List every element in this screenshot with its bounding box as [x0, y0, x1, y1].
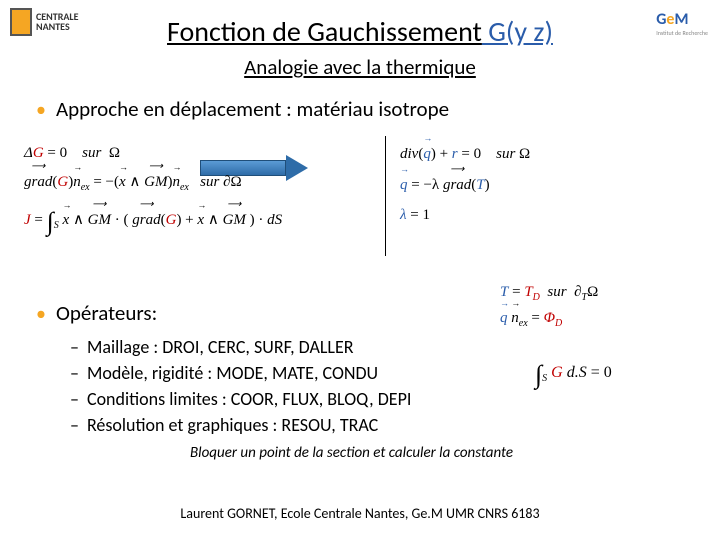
eq-r3: λ = 1 — [400, 201, 700, 230]
op-modele: Modèle, rigidité : MODE, MATE, CONDU — [70, 360, 411, 386]
title-main: Fonction de Gauchissement — [167, 14, 482, 49]
equation-integral: ∫S G d.S = 0 — [535, 360, 612, 390]
equations-bc: T = TD sur ∂TΩ q nex = ΦD — [500, 280, 598, 332]
page-title: Fonction de Gauchissement G(y z) — [0, 14, 720, 49]
note-text: Bloquer un point de la section et calcul… — [190, 444, 513, 462]
bullet-approach: Approche en déplacement : matériau isotr… — [36, 96, 449, 122]
op-maillage: Maillage : DROI, CERC, SURF, DALLER — [70, 334, 411, 360]
title-gz: G(y z) — [482, 14, 553, 49]
page-subtitle: Analogie avec la thermique — [0, 54, 720, 80]
op-resolution: Résolution et graphiques : RESOU, TRAC — [70, 412, 411, 438]
separator-line — [385, 136, 386, 256]
eq-l2: grad(G)nex = −(x ∧ GM)nex sur ∂Ω — [24, 169, 364, 197]
op-conditions: Conditions limites : COOR, FLUX, BLOQ, D… — [70, 386, 411, 412]
equations-right: div(q) + r = 0 sur Ω q = −λ grad(T) λ = … — [400, 140, 700, 232]
eq-r2: q = −λ grad(T) — [400, 171, 700, 200]
footer-text: Laurent GORNET, Ecole Centrale Nantes, G… — [0, 505, 720, 522]
equations-left: ΔG = 0 sur Ω grad(G)nex = −(x ∧ GM)nex s… — [24, 140, 364, 248]
bullet-operators: Opérateurs: — [36, 300, 157, 326]
eq-l3: J = ∫S x ∧ GM · ( grad(G) + x ∧ GM ) · d… — [24, 199, 364, 246]
operators-list: Maillage : DROI, CERC, SURF, DALLER Modè… — [70, 334, 411, 438]
eq-bc2: q nex = ΦD — [500, 306, 598, 332]
